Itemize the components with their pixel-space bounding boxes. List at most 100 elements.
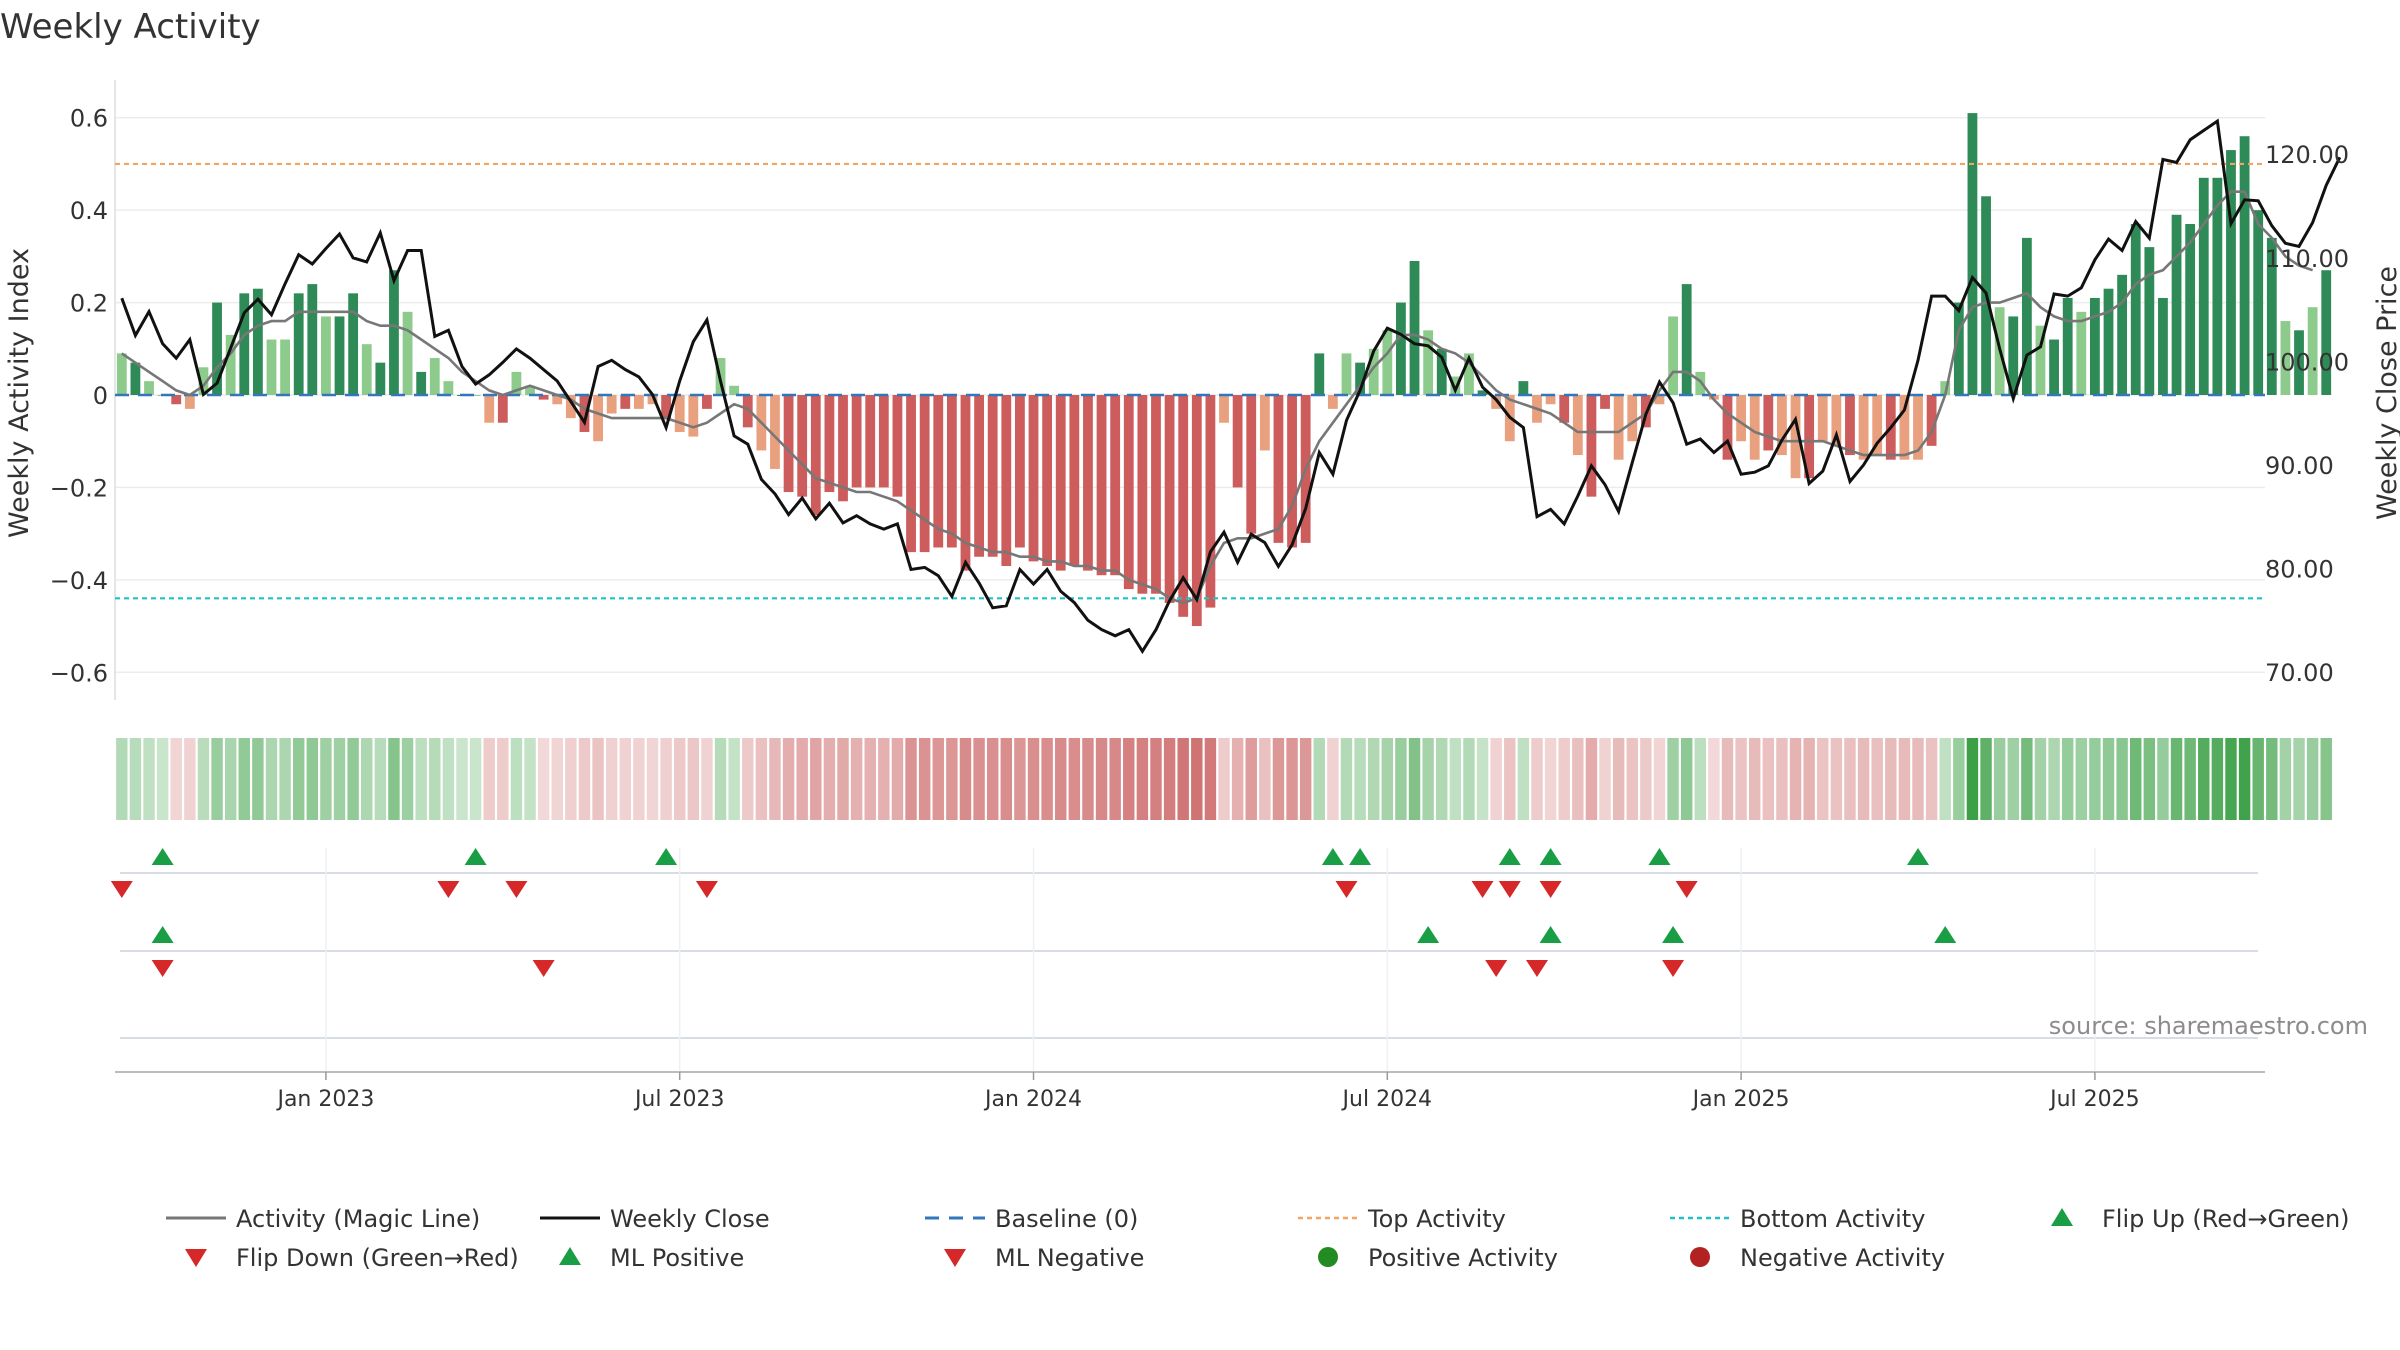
strip-cell [1885, 738, 1897, 820]
legend-label: ML Positive [610, 1244, 744, 1272]
activity-bar [1926, 395, 1937, 446]
activity-bars [116, 113, 2332, 627]
activity-bar [1110, 395, 1121, 576]
ml-up-marker [1417, 926, 1440, 943]
right-tick-label: 70.00 [2265, 659, 2334, 687]
activity-bar [1804, 395, 1815, 479]
strip-cell [1708, 738, 1720, 820]
activity-bar [1450, 376, 1461, 395]
source-text: source: sharemaestro.com [2049, 1012, 2368, 1040]
activity-bar [878, 395, 889, 488]
strip-cell [592, 738, 604, 820]
right-tick-label: 90.00 [2265, 452, 2334, 480]
strip-cell [769, 738, 781, 820]
ml-down-marker [1525, 960, 1548, 977]
strip-cell [1354, 738, 1366, 820]
activity-bar [906, 395, 916, 553]
flip-down-marker [1675, 881, 1698, 898]
activity-bar [1137, 395, 1148, 594]
x-tick-label: Jul 2023 [633, 1087, 725, 1112]
magic-line-series [121, 190, 2314, 605]
strip-cell [2320, 738, 2332, 820]
strip-cell [265, 738, 278, 820]
strip-cell [1422, 738, 1434, 820]
strip-cell [1680, 738, 1693, 820]
strip-cell [660, 738, 672, 820]
legend-label: Negative Activity [1740, 1244, 1945, 1272]
right-axis-label: Weekly Close Price [2372, 266, 2400, 520]
strip-cell [116, 738, 128, 820]
right-tick-label: 110.00 [2265, 245, 2349, 273]
activity-bar [2076, 311, 2087, 395]
strip-cell [605, 738, 618, 820]
strip-cell [1735, 738, 1747, 820]
left-tick-label: 0.2 [70, 290, 108, 318]
strip-cell [986, 738, 999, 820]
activity-bar [2239, 136, 2250, 395]
strip-cell [238, 738, 250, 820]
activity-heat-strip [116, 738, 2332, 820]
activity-bar [171, 395, 182, 405]
strip-cell [320, 738, 332, 820]
strip-cell [946, 738, 958, 820]
left-tick-label: 0 [93, 382, 108, 410]
signal-rows [110, 848, 2265, 1073]
strip-cell [619, 738, 631, 820]
strip-cell [2007, 738, 2019, 820]
activity-bar [770, 395, 780, 469]
strip-cell [292, 738, 305, 820]
strip-cell [1463, 738, 1475, 820]
x-tick-label: Jan 2025 [1691, 1087, 1790, 1112]
activity-bar [552, 395, 563, 405]
strip-cell [578, 738, 591, 820]
strip-cell [442, 738, 455, 820]
strip-cell [2116, 738, 2128, 820]
activity-bar [702, 395, 712, 409]
strip-cell [1286, 738, 1298, 820]
flip-down-marker [1539, 881, 1562, 898]
strip-cell [973, 738, 985, 820]
strip-cell [1055, 738, 1067, 820]
strip-cell [755, 738, 768, 820]
activity-bar [2185, 224, 2196, 395]
activity-bar [688, 395, 699, 437]
strip-cell [1109, 738, 1121, 820]
activity-bar [266, 339, 277, 395]
strip-cell [551, 738, 563, 820]
activity-bar [1722, 395, 1733, 460]
activity-bar [2198, 177, 2209, 395]
activity-bar [1613, 395, 1624, 460]
activity-bar [1953, 302, 1964, 395]
strip-cell [1612, 738, 1625, 820]
strip-cell [2170, 738, 2183, 820]
strip-cell [823, 738, 836, 820]
activity-bar [1559, 395, 1570, 423]
activity-bar [1831, 395, 1842, 446]
right-tick-label: 100.00 [2265, 348, 2349, 376]
strip-cell [782, 738, 795, 820]
activity-bar [2266, 237, 2277, 395]
activity-bar [2294, 330, 2304, 395]
activity-bar [1246, 395, 1257, 534]
activity-bar [484, 395, 495, 423]
flip-down-marker [1471, 881, 1494, 898]
legend-label: Baseline (0) [995, 1205, 1138, 1233]
strip-cell [2143, 738, 2156, 820]
strip-cell [918, 738, 931, 820]
strip-cell [184, 738, 196, 820]
activity-bar [1015, 395, 1025, 548]
strip-cell [1721, 738, 1734, 820]
activity-bar [729, 385, 740, 395]
reference-lines [115, 162, 2265, 600]
activity-bar [239, 293, 250, 395]
strip-cell [1558, 738, 1570, 820]
strip-cell [1531, 738, 1543, 820]
strip-cell [742, 738, 754, 820]
strip-cell [1340, 738, 1353, 820]
activity-bar [1749, 395, 1760, 460]
activity-bar [2212, 177, 2223, 395]
activity-bar [2280, 321, 2291, 395]
strip-cell [1817, 738, 1829, 820]
activity-bar [1845, 395, 1855, 456]
